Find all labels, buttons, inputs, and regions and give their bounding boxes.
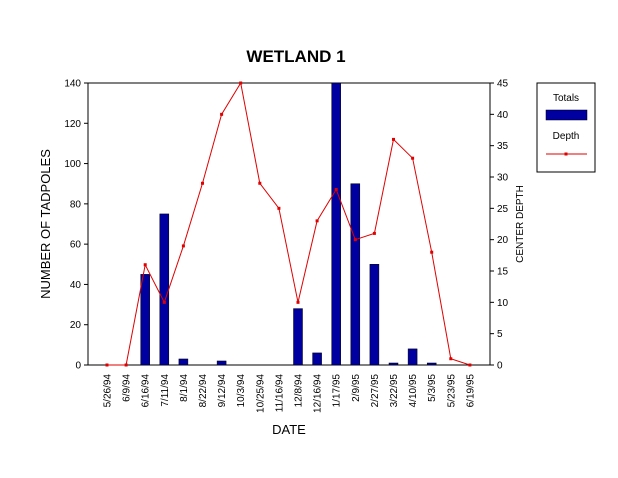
x-axis: 5/26/94 6/9/94 6/16/94 7/11/94 8/1/94 8/22/94… <box>103 374 477 413</box>
left-axis-tick-label: 120 <box>64 119 81 130</box>
depth-point <box>411 156 415 160</box>
right-axis-tick-label: 5 <box>497 329 503 340</box>
x-axis-tick-label: 10/3/94 <box>236 374 247 408</box>
bar-series <box>140 82 437 366</box>
chart-title: WETLAND 1 <box>246 47 345 66</box>
x-axis-tick-label: 12/16/94 <box>313 374 324 413</box>
right-axis-tick-label: 20 <box>497 235 509 246</box>
depth-point <box>124 363 128 367</box>
right-axis-tick-label: 10 <box>497 298 509 309</box>
right-axis-tick-label: 45 <box>497 79 509 90</box>
y-axis-label: NUMBER OF TADPOLES <box>38 149 53 299</box>
depth-point <box>181 244 185 248</box>
bar <box>388 362 399 366</box>
x-axis-tick-label: 8/22/94 <box>198 374 209 408</box>
depth-point <box>239 81 243 85</box>
left-axis-tick-label: 100 <box>64 159 81 170</box>
x-axis-tick-label: 6/16/94 <box>141 374 152 408</box>
bar <box>159 213 170 366</box>
x-axis-tick-label: 12/8/94 <box>294 374 305 408</box>
x-axis-tick-label: 5/23/95 <box>446 374 457 408</box>
bar <box>331 82 341 366</box>
x-axis-tick-label: 2/9/95 <box>351 374 362 402</box>
x-axis-tick-label: 8/1/94 <box>179 374 190 402</box>
x-axis-tick-label: 1/17/95 <box>332 374 343 408</box>
depth-point <box>296 300 300 304</box>
legend-swatch-totals <box>545 109 588 121</box>
depth-point <box>105 363 109 367</box>
depth-point <box>277 206 281 210</box>
depth-point <box>258 181 262 185</box>
x-axis-tick-label: 2/27/95 <box>370 374 381 408</box>
x-axis-tick-label: 11/16/94 <box>274 374 285 413</box>
depth-point <box>334 188 338 192</box>
depth-point <box>392 137 395 141</box>
bar <box>216 360 227 366</box>
left-axis: 0 20 40 60 80 100 120 140 <box>64 79 88 372</box>
x-axis-tick-label: 6/19/95 <box>465 374 476 408</box>
depth-point <box>430 250 434 254</box>
bar <box>369 264 380 366</box>
x-axis-tick-label: 9/12/94 <box>217 374 228 408</box>
depth-point <box>162 300 166 304</box>
depth-point <box>143 263 147 267</box>
bar <box>293 308 303 366</box>
left-axis-tick-label: 40 <box>70 280 82 291</box>
right-axis-tick-label: 40 <box>497 110 509 121</box>
y2-axis-label: CENTER DEPTH <box>515 185 526 263</box>
left-axis-tick-label: 80 <box>70 199 82 210</box>
bar <box>350 183 361 366</box>
legend: Totals Depth <box>536 82 596 173</box>
legend-marker-depth <box>564 152 568 156</box>
legend-label-totals: Totals <box>553 93 579 104</box>
depth-point <box>449 357 453 361</box>
bar <box>407 348 418 366</box>
bar <box>426 362 437 366</box>
plot-area-border <box>87 82 491 366</box>
right-axis-tick-label: 30 <box>497 173 509 184</box>
x-axis-tick-label: 5/26/94 <box>103 374 114 408</box>
bar <box>312 352 322 366</box>
depth-point <box>372 231 376 235</box>
right-axis-tick-label: 15 <box>497 267 509 278</box>
right-axis-tick-label: 35 <box>497 141 509 152</box>
x-axis-tick-label: 10/25/94 <box>255 374 266 413</box>
depth-point <box>315 219 319 223</box>
left-axis-tick-label: 20 <box>70 320 82 331</box>
right-axis-tick-label: 25 <box>497 204 509 215</box>
plot-frame <box>87 82 491 366</box>
bar <box>140 274 150 366</box>
bar <box>178 358 189 366</box>
legend-label-depth: Depth <box>553 131 580 142</box>
depth-point <box>201 181 204 185</box>
depth-point <box>468 363 472 367</box>
left-axis-tick-label: 60 <box>70 240 82 251</box>
line-series <box>105 81 472 367</box>
x-axis-tick-label: 5/3/95 <box>427 374 438 402</box>
x-axis-tick-label: 6/9/94 <box>122 374 133 402</box>
x-axis-label: DATE <box>272 422 306 437</box>
x-axis-tick-label: 4/10/95 <box>408 374 419 408</box>
x-axis-tick-label: 3/22/95 <box>389 374 400 408</box>
left-axis-tick-label: 140 <box>64 79 81 90</box>
x-axis-tick-label: 7/11/94 <box>160 374 171 407</box>
depth-point <box>353 238 357 242</box>
depth-point <box>220 112 224 116</box>
depth-line <box>107 81 471 366</box>
right-axis-tick-label: 0 <box>497 361 503 372</box>
left-axis-tick-label: 0 <box>75 361 81 372</box>
right-axis: 0 5 10 15 20 25 30 35 40 45 <box>490 79 509 372</box>
legend-box <box>536 82 596 173</box>
